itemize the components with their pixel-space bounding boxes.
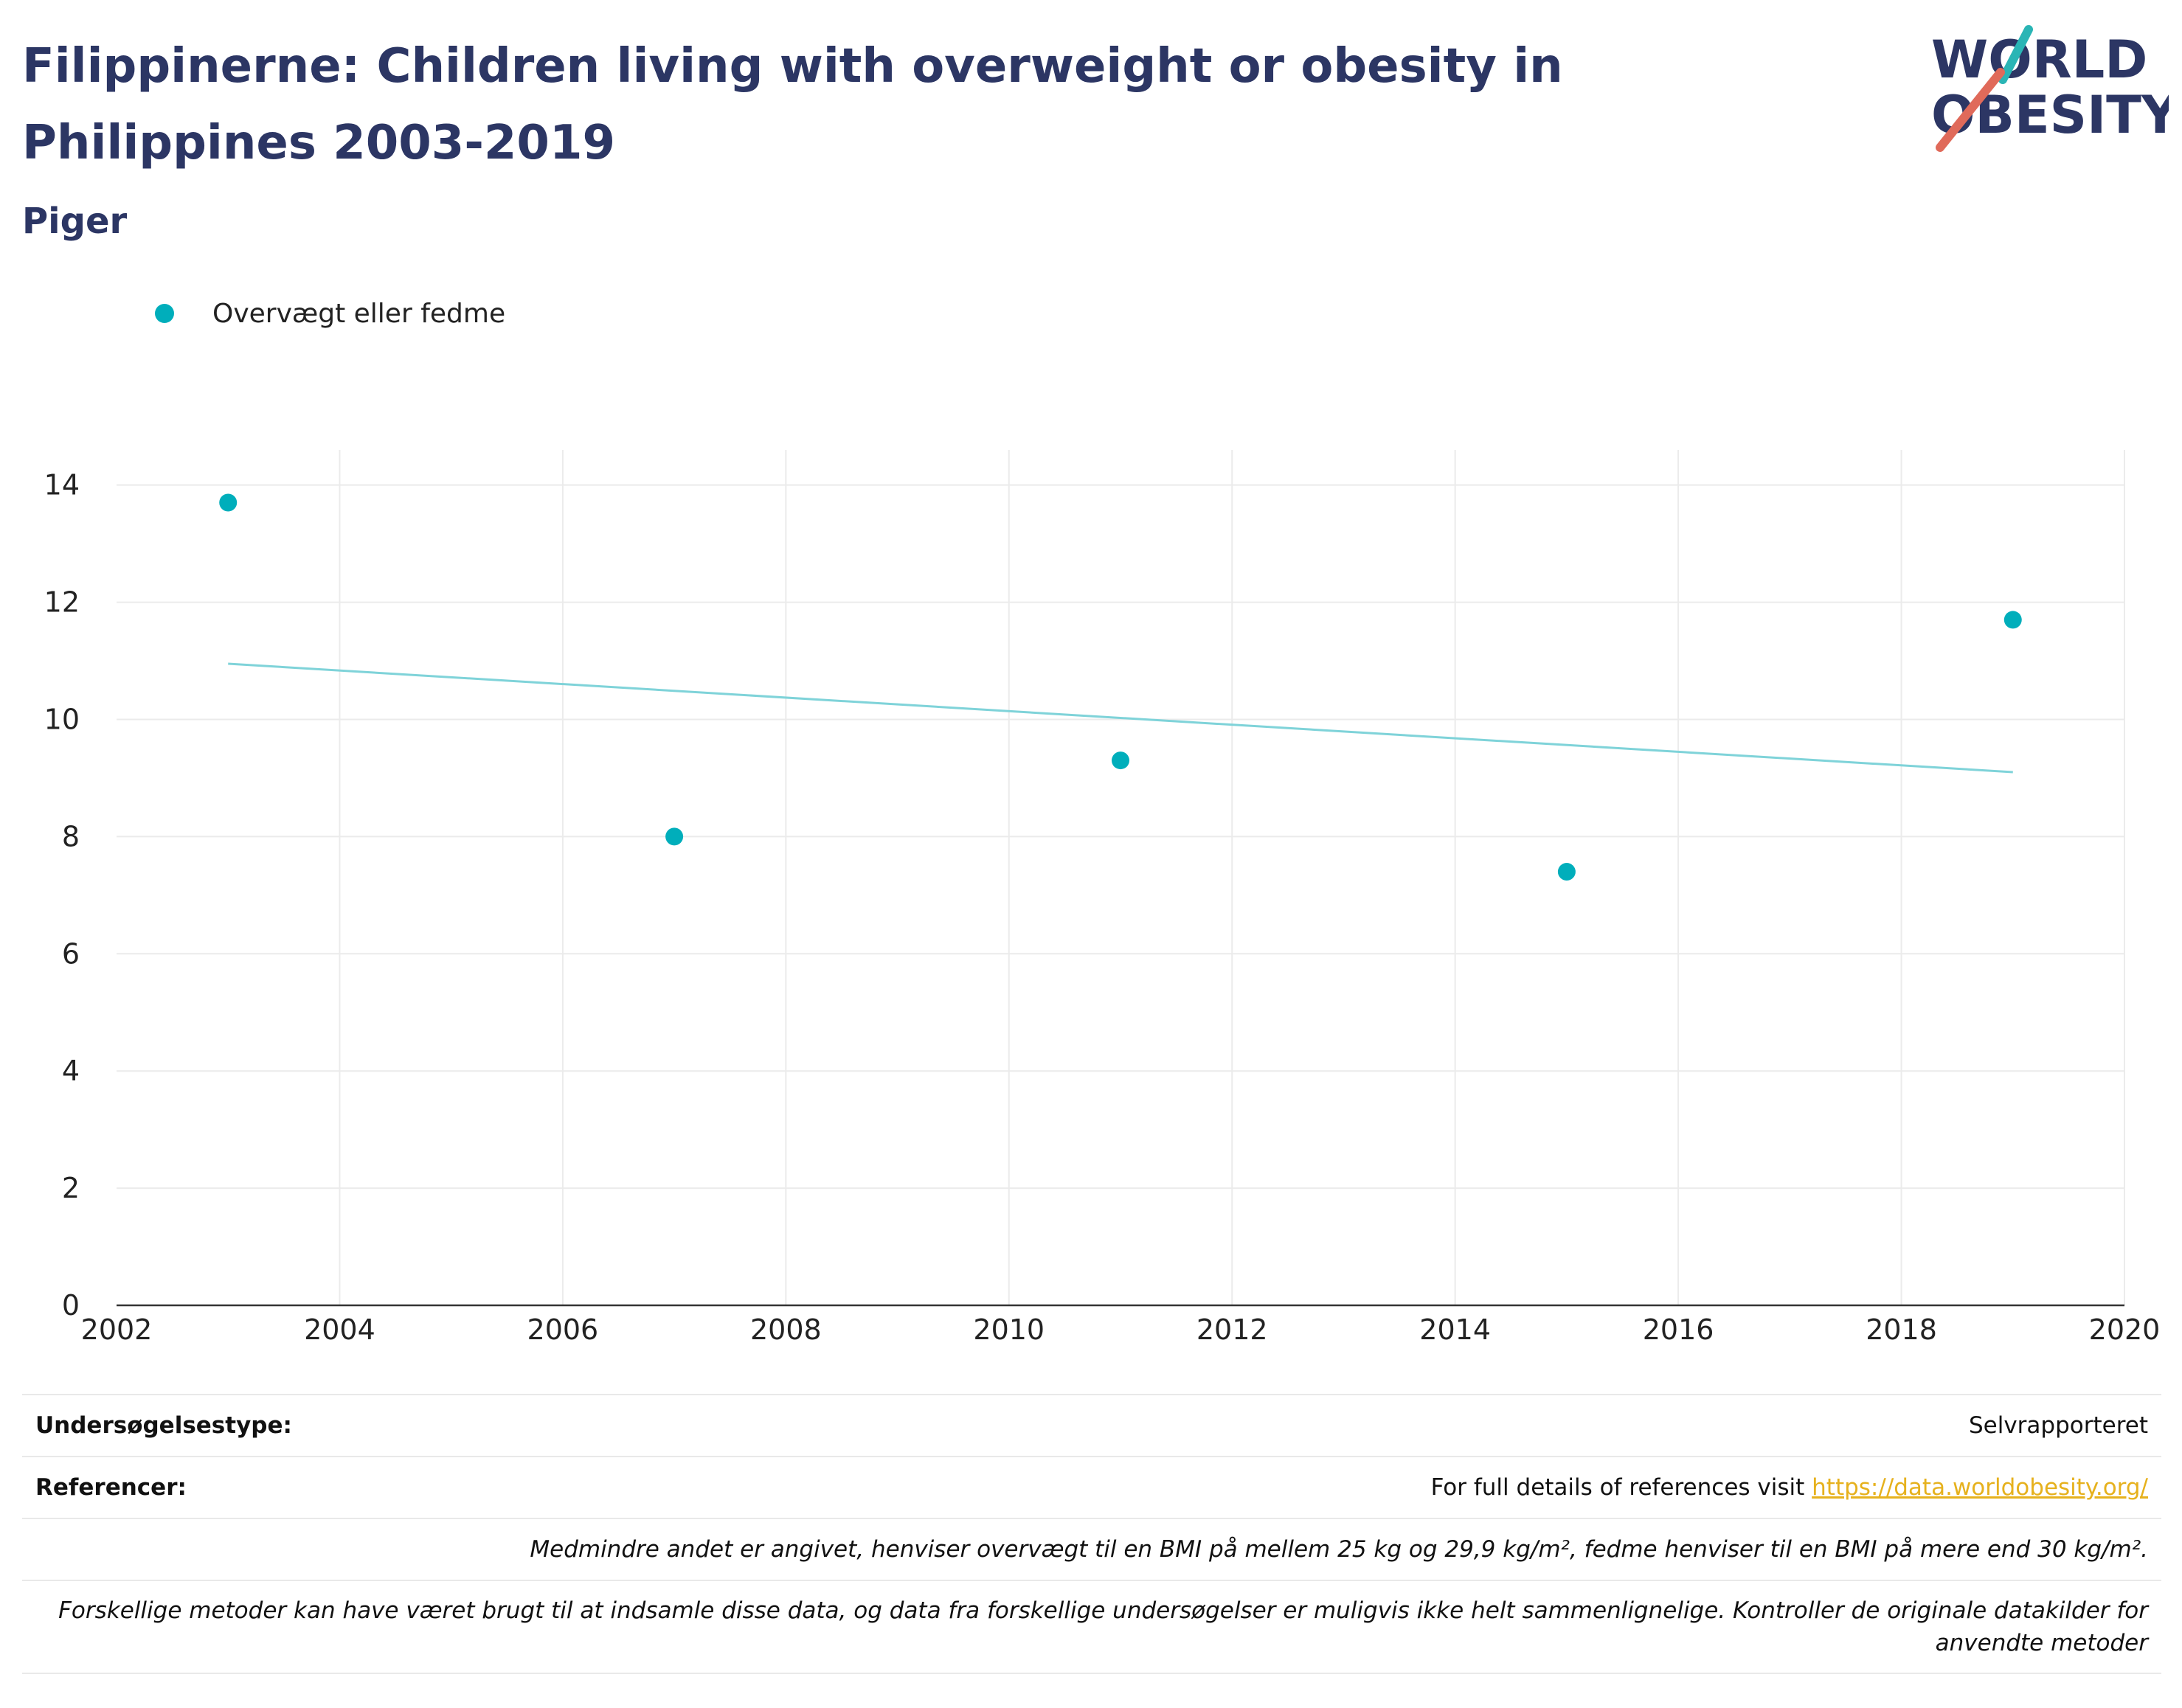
chart-footer: Undersøgelsestype: Selvrapporteret Refer… [22, 1394, 2161, 1674]
data-point [1112, 751, 1129, 770]
data-point [665, 827, 684, 846]
data-points [219, 493, 2022, 881]
data-point [1557, 863, 1576, 881]
y-tick-label: 10 [44, 703, 80, 735]
definition-note-row: Medmindre andet er angivet, henviser ove… [22, 1518, 2161, 1580]
y-tick-label: 2 [62, 1172, 80, 1204]
x-tick-label: 2002 [81, 1313, 153, 1346]
x-tick-label: 2006 [527, 1313, 599, 1346]
y-tick-label: 12 [44, 586, 80, 619]
trend-line [228, 662, 2013, 774]
x-tick-label: 2010 [973, 1313, 1045, 1346]
x-tick-label: 2004 [304, 1313, 375, 1346]
method-note-row: Forskellige metoder kan have været brugt… [22, 1580, 2161, 1674]
x-axis: 2002 2004 2006 2008 2010 2012 2014 2016 2018 2020 [81, 1304, 2161, 1346]
x-tick-label: 2012 [1196, 1313, 1268, 1346]
logo-red-slash [1936, 68, 2005, 152]
x-tick-label: 2018 [1866, 1313, 1937, 1346]
definition-note: Medmindre andet er angivet, henviser ove… [530, 1536, 2148, 1563]
x-tick-label: 2016 [1643, 1313, 1714, 1346]
grid-lines [117, 450, 2125, 1305]
x-tick-label: 2008 [750, 1313, 822, 1346]
survey-type-value: Selvrapporteret [1968, 1412, 2148, 1439]
chart-subtitle: Piger [22, 201, 128, 242]
world-obesity-logo: WORLD OBESITY [1931, 25, 2169, 152]
references-value: For full details of references visit htt… [1431, 1474, 2148, 1501]
legend-marker [155, 304, 174, 323]
y-tick-label: 8 [62, 820, 80, 853]
y-tick-label: 4 [62, 1055, 80, 1087]
y-tick-label: 14 [44, 469, 80, 501]
scatter-chart: 2002 2004 2006 2008 2010 2012 2014 2016 2018 2020… [44, 450, 2161, 1346]
x-tick-label: 2014 [1419, 1313, 1491, 1346]
survey-type-row: Undersøgelsestype: Selvrapporteret [22, 1394, 2161, 1456]
y-axis: 0 2 4 6 8 10 12 14 [44, 469, 80, 1322]
trend-line-layer [228, 662, 2013, 774]
references-link[interactable]: https://data.worldobesity.org/ [1812, 1474, 2148, 1501]
data-point [219, 493, 238, 512]
method-note: Forskellige metoder kan have været brugt… [58, 1597, 2148, 1656]
legend-label: Overvægt eller fedme [212, 298, 506, 329]
legend[interactable]: Overvægt eller fedme [155, 295, 505, 332]
y-tick-label: 0 [62, 1289, 80, 1322]
references-text: For full details of references visit [1430, 1474, 1812, 1501]
x-tick-label: 2020 [2089, 1313, 2161, 1346]
references-label: Referencer: [35, 1474, 187, 1501]
logo-teal-slash [1998, 25, 2033, 84]
references-row: Referencer: For full details of referenc… [22, 1456, 2161, 1518]
survey-type-label: Undersøgelsestype: [35, 1412, 292, 1439]
chart-title: Filippinerne: Children living with overw… [22, 39, 1563, 170]
y-tick-label: 6 [62, 937, 80, 970]
logo-line1: WORLD [1931, 29, 2147, 90]
data-point [2003, 611, 2022, 629]
